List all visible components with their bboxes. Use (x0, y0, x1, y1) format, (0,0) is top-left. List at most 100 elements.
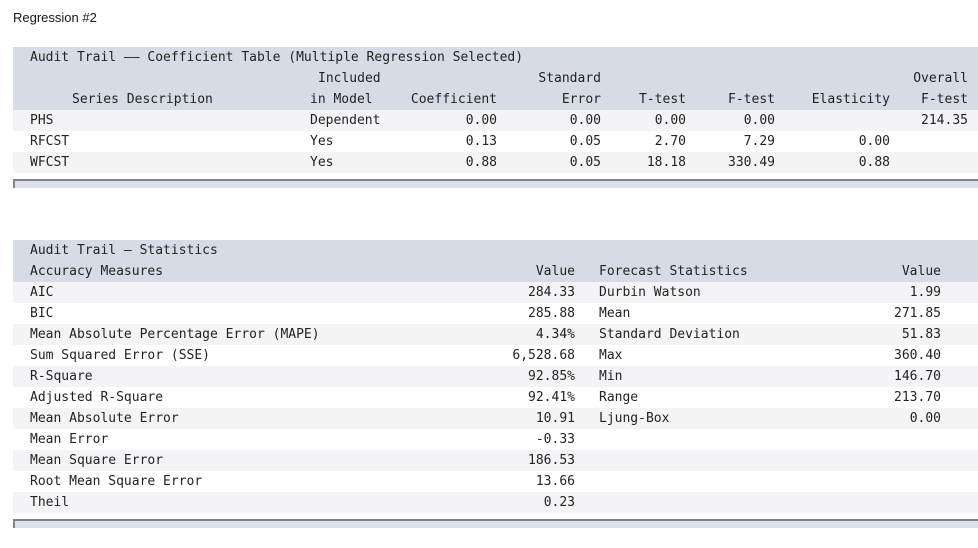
cell-forecast-statistic (599, 492, 839, 513)
cell-forecast-value (839, 429, 941, 450)
cell-accuracy-value: 92.85% (528, 369, 575, 384)
col-header-f-test: F-test (728, 92, 775, 107)
cell-forecast-statistic: Max (599, 348, 623, 363)
col-header-standard-line1: Standard (538, 71, 601, 86)
statistics-table-row: Sum Squared Error (SSE) 6,528.68 Max 360… (13, 345, 978, 366)
horizontal-scrollbar-bottom[interactable] (13, 519, 978, 528)
cell-accuracy-value: 6,528.68 (512, 348, 575, 363)
cell-included: Dependent (310, 113, 381, 128)
cell-t-test: 0.00 (654, 113, 686, 128)
col-header-series-description: Series Description (72, 92, 213, 107)
cell-accuracy-value: 13.66 (535, 474, 575, 489)
cell-f-test: 7.29 (743, 134, 775, 149)
cell-included: Yes (310, 134, 334, 149)
cell-accuracy-measure: Mean Error (30, 432, 109, 447)
cell-accuracy-measure: Sum Squared Error (SSE) (30, 348, 211, 363)
cell-series: RFCST (30, 134, 70, 149)
statistics-table-panel: Audit Trail – Statistics Accuracy Measur… (13, 240, 978, 513)
cell-accuracy-measure: BIC (30, 306, 54, 321)
statistics-table-row: BIC 285.88 Mean 271.85 (13, 303, 978, 324)
cell-coefficient: 0.88 (465, 155, 497, 170)
cell-forecast-statistic (599, 450, 839, 471)
cell-accuracy-measure: R-Square (30, 369, 93, 384)
statistics-table-header: Audit Trail – Statistics Accuracy Measur… (13, 240, 978, 282)
cell-accuracy-value: -0.33 (535, 432, 575, 447)
col-header-forecast-value: Value (901, 264, 941, 279)
coefficient-table-title: Audit Trail –– Coefficient Table (Multip… (30, 50, 524, 65)
cell-accuracy-measure: Theil (30, 495, 70, 510)
cell-forecast-value (839, 471, 941, 492)
coefficient-table-row: WFCST Yes 0.88 0.05 18.18 330.49 0.88 (13, 152, 978, 173)
statistics-table-row: R-Square 92.85% Min 146.70 (13, 366, 978, 387)
cell-forecast-statistic (599, 471, 839, 492)
cell-f-test: 330.49 (728, 155, 775, 170)
cell-standard-error: 0.05 (569, 155, 601, 170)
cell-included: Yes (310, 155, 334, 170)
cell-forecast-statistic (599, 429, 839, 450)
col-header-forecast-statistics: Forecast Statistics (599, 264, 748, 279)
cell-overall-f-test (890, 131, 968, 152)
coefficient-table-panel: Audit Trail –– Coefficient Table (Multip… (13, 47, 978, 173)
col-header-included-line1: Included (318, 71, 381, 86)
cell-accuracy-value: 4.34% (535, 327, 575, 342)
cell-forecast-value: 213.70 (894, 390, 941, 405)
col-header-accuracy-measures: Accuracy Measures (30, 264, 164, 279)
cell-accuracy-value: 186.53 (528, 453, 575, 468)
statistics-table-title: Audit Trail – Statistics (30, 243, 218, 258)
col-header-in-model: in Model (310, 92, 373, 107)
statistics-table-row: Theil 0.23 (13, 492, 978, 513)
cell-forecast-statistic: Ljung-Box (599, 411, 670, 426)
cell-accuracy-measure: Adjusted R-Square (30, 390, 164, 405)
coefficient-table-row: RFCST Yes 0.13 0.05 2.70 7.29 0.00 (13, 131, 978, 152)
cell-forecast-value: 1.99 (909, 285, 941, 300)
cell-coefficient: 0.00 (465, 113, 497, 128)
col-header-overall-line1: Overall (913, 71, 968, 86)
cell-elasticity (775, 110, 890, 131)
statistics-table-body: AIC 284.33 Durbin Watson 1.99 BIC 285.88… (13, 282, 978, 513)
cell-forecast-value: 51.83 (901, 327, 941, 342)
cell-accuracy-value: 92.41% (528, 390, 575, 405)
cell-forecast-value (839, 492, 941, 513)
cell-forecast-value: 0.00 (909, 411, 941, 426)
statistics-table-row: AIC 284.33 Durbin Watson 1.99 (13, 282, 978, 303)
cell-f-test: 0.00 (743, 113, 775, 128)
statistics-table-row: Adjusted R-Square 92.41% Range 213.70 (13, 387, 978, 408)
cell-standard-error: 0.05 (569, 134, 601, 149)
cell-forecast-value (839, 450, 941, 471)
cell-accuracy-measure: Mean Absolute Error (30, 411, 179, 426)
horizontal-scrollbar-top[interactable] (13, 179, 978, 188)
statistics-table-row: Mean Absolute Error 10.91 Ljung-Box 0.00 (13, 408, 978, 429)
cell-accuracy-value: 10.91 (535, 411, 575, 426)
cell-accuracy-measure: Mean Square Error (30, 453, 164, 468)
statistics-table-row: Root Mean Square Error 13.66 (13, 471, 978, 492)
col-header-accuracy-value: Value (535, 264, 575, 279)
cell-accuracy-value: 285.88 (528, 306, 575, 321)
statistics-table-row: Mean Square Error 186.53 (13, 450, 978, 471)
cell-accuracy-measure: Root Mean Square Error (30, 474, 203, 489)
statistics-table-row: Mean Error -0.33 (13, 429, 978, 450)
cell-forecast-statistic: Range (599, 390, 639, 405)
cell-forecast-statistic: Standard Deviation (599, 327, 740, 342)
cell-coefficient: 0.13 (465, 134, 497, 149)
cell-series: WFCST (30, 155, 70, 170)
cell-forecast-statistic: Min (599, 369, 623, 384)
cell-accuracy-measure: AIC (30, 285, 54, 300)
col-header-elasticity: Elasticity (811, 92, 890, 107)
col-header-coefficient: Coefficient (410, 92, 497, 107)
col-header-overall-f-test: F-test (921, 92, 968, 107)
cell-standard-error: 0.00 (569, 113, 601, 128)
cell-forecast-value: 146.70 (894, 369, 941, 384)
cell-overall-f-test: 214.35 (921, 113, 968, 128)
col-header-t-test: T-test (639, 92, 686, 107)
col-header-standard-error: Error (561, 92, 601, 107)
cell-accuracy-value: 0.23 (543, 495, 575, 510)
statistics-table-row: Mean Absolute Percentage Error (MAPE) 4.… (13, 324, 978, 345)
cell-forecast-value: 360.40 (894, 348, 941, 363)
coefficient-table-body: PHS Dependent 0.00 0.00 0.00 0.00 214.35… (13, 110, 978, 173)
coefficient-table-row: PHS Dependent 0.00 0.00 0.00 0.00 214.35 (13, 110, 978, 131)
cell-accuracy-value: 284.33 (528, 285, 575, 300)
cell-series: PHS (30, 113, 54, 128)
cell-forecast-statistic: Durbin Watson (599, 285, 701, 300)
cell-overall-f-test (890, 152, 968, 173)
cell-t-test: 2.70 (654, 134, 686, 149)
